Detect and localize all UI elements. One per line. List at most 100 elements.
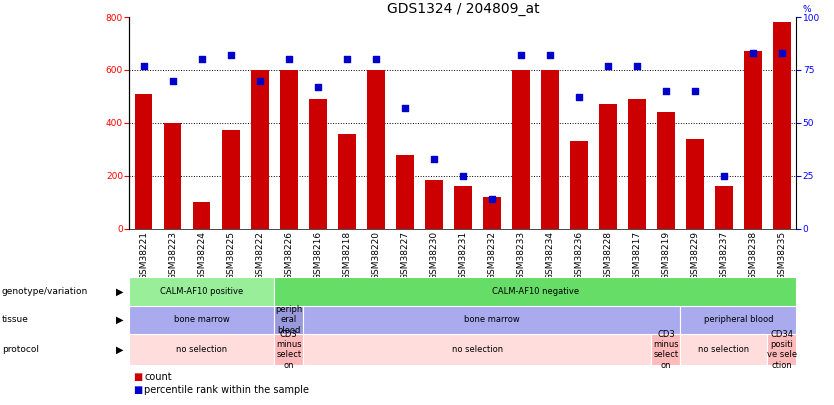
Point bbox=[688, 88, 701, 94]
Point bbox=[427, 156, 440, 162]
Text: GSM38234: GSM38234 bbox=[545, 231, 555, 280]
Text: GSM38216: GSM38216 bbox=[314, 231, 322, 280]
Point bbox=[398, 105, 411, 111]
Bar bbox=[686, 139, 704, 229]
Text: tissue: tissue bbox=[2, 315, 28, 324]
Bar bbox=[483, 197, 500, 229]
Bar bbox=[129, 334, 274, 365]
Point bbox=[543, 52, 556, 58]
Bar bbox=[338, 134, 355, 229]
Bar bbox=[274, 334, 304, 365]
Bar bbox=[628, 99, 646, 229]
Text: %: % bbox=[802, 5, 811, 14]
Text: periph
eral
blood: periph eral blood bbox=[275, 305, 303, 335]
Text: CD34
positi
ve sele
ction: CD34 positi ve sele ction bbox=[767, 330, 797, 370]
Bar bbox=[396, 155, 414, 229]
Text: GSM38227: GSM38227 bbox=[400, 231, 409, 280]
Text: GSM38221: GSM38221 bbox=[139, 231, 148, 280]
Text: bone marrow: bone marrow bbox=[464, 315, 520, 324]
Bar bbox=[512, 70, 530, 229]
Text: GSM38236: GSM38236 bbox=[575, 231, 584, 280]
Point bbox=[659, 88, 672, 94]
Text: count: count bbox=[144, 373, 172, 382]
Text: ■: ■ bbox=[133, 385, 143, 394]
Bar bbox=[570, 141, 588, 229]
Point bbox=[224, 52, 238, 58]
Point bbox=[282, 56, 295, 63]
Text: no selection: no selection bbox=[452, 345, 503, 354]
Point bbox=[369, 56, 383, 63]
Text: GSM38226: GSM38226 bbox=[284, 231, 294, 280]
Text: GSM38224: GSM38224 bbox=[198, 231, 206, 280]
Text: GSM38228: GSM38228 bbox=[604, 231, 612, 280]
Text: GSM38232: GSM38232 bbox=[487, 231, 496, 280]
Bar bbox=[599, 104, 616, 229]
Point bbox=[515, 52, 528, 58]
Text: ▶: ▶ bbox=[116, 345, 123, 355]
Bar bbox=[773, 22, 791, 229]
Point bbox=[776, 50, 789, 56]
Text: GSM38220: GSM38220 bbox=[371, 231, 380, 280]
Text: GSM38233: GSM38233 bbox=[516, 231, 525, 280]
Text: GSM38218: GSM38218 bbox=[342, 231, 351, 280]
Bar bbox=[541, 70, 559, 229]
Point bbox=[311, 84, 324, 90]
Bar bbox=[304, 306, 681, 334]
Point bbox=[572, 94, 585, 101]
Point bbox=[601, 62, 615, 69]
Bar bbox=[455, 186, 471, 229]
Bar bbox=[222, 130, 239, 229]
Text: no selection: no selection bbox=[176, 345, 228, 354]
Bar bbox=[251, 70, 269, 229]
Text: GSM38229: GSM38229 bbox=[691, 231, 700, 280]
Text: ■: ■ bbox=[133, 373, 143, 382]
Bar bbox=[135, 94, 153, 229]
Text: GSM38231: GSM38231 bbox=[459, 231, 467, 280]
Point bbox=[485, 196, 499, 202]
Text: CALM-AF10 positive: CALM-AF10 positive bbox=[160, 287, 244, 296]
Point bbox=[340, 56, 354, 63]
Text: ▶: ▶ bbox=[116, 287, 123, 296]
Bar bbox=[129, 277, 274, 306]
Point bbox=[137, 62, 150, 69]
Bar bbox=[651, 334, 681, 365]
Bar bbox=[681, 334, 767, 365]
Bar bbox=[193, 202, 210, 229]
Text: GSM38223: GSM38223 bbox=[168, 231, 178, 280]
Text: GSM38237: GSM38237 bbox=[720, 231, 728, 280]
Text: GSM38238: GSM38238 bbox=[748, 231, 757, 280]
Bar bbox=[274, 277, 796, 306]
Text: CALM-AF10 negative: CALM-AF10 negative bbox=[492, 287, 579, 296]
Text: ▶: ▶ bbox=[116, 315, 123, 325]
Text: no selection: no selection bbox=[698, 345, 750, 354]
Bar bbox=[164, 123, 182, 229]
Bar bbox=[280, 70, 298, 229]
Text: GSM38222: GSM38222 bbox=[255, 231, 264, 280]
Bar bbox=[304, 334, 651, 365]
Text: bone marrow: bone marrow bbox=[174, 315, 229, 324]
Text: GSM38230: GSM38230 bbox=[430, 231, 439, 280]
Text: peripheral blood: peripheral blood bbox=[704, 315, 773, 324]
Text: genotype/variation: genotype/variation bbox=[2, 287, 88, 296]
Point bbox=[456, 173, 470, 179]
Point bbox=[166, 77, 179, 84]
Text: CD3
minus
select
on: CD3 minus select on bbox=[653, 330, 679, 370]
Bar bbox=[274, 306, 304, 334]
Text: protocol: protocol bbox=[2, 345, 38, 354]
Bar bbox=[425, 180, 443, 229]
Bar bbox=[744, 51, 761, 229]
Text: CD3
minus
select
on: CD3 minus select on bbox=[276, 330, 302, 370]
Bar bbox=[367, 70, 384, 229]
Point bbox=[746, 50, 760, 56]
Point bbox=[717, 173, 731, 179]
Bar bbox=[716, 186, 732, 229]
Text: GSM38225: GSM38225 bbox=[226, 231, 235, 280]
Bar bbox=[309, 99, 327, 229]
Point bbox=[195, 56, 208, 63]
Bar bbox=[681, 306, 796, 334]
Point bbox=[631, 62, 644, 69]
Point bbox=[254, 77, 267, 84]
Bar bbox=[767, 334, 796, 365]
Text: GSM38217: GSM38217 bbox=[632, 231, 641, 280]
Title: GDS1324 / 204809_at: GDS1324 / 204809_at bbox=[386, 2, 540, 16]
